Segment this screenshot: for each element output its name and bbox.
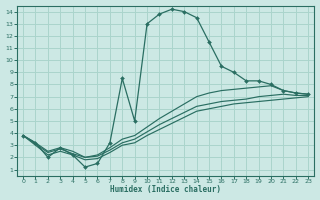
- X-axis label: Humidex (Indice chaleur): Humidex (Indice chaleur): [110, 185, 221, 194]
